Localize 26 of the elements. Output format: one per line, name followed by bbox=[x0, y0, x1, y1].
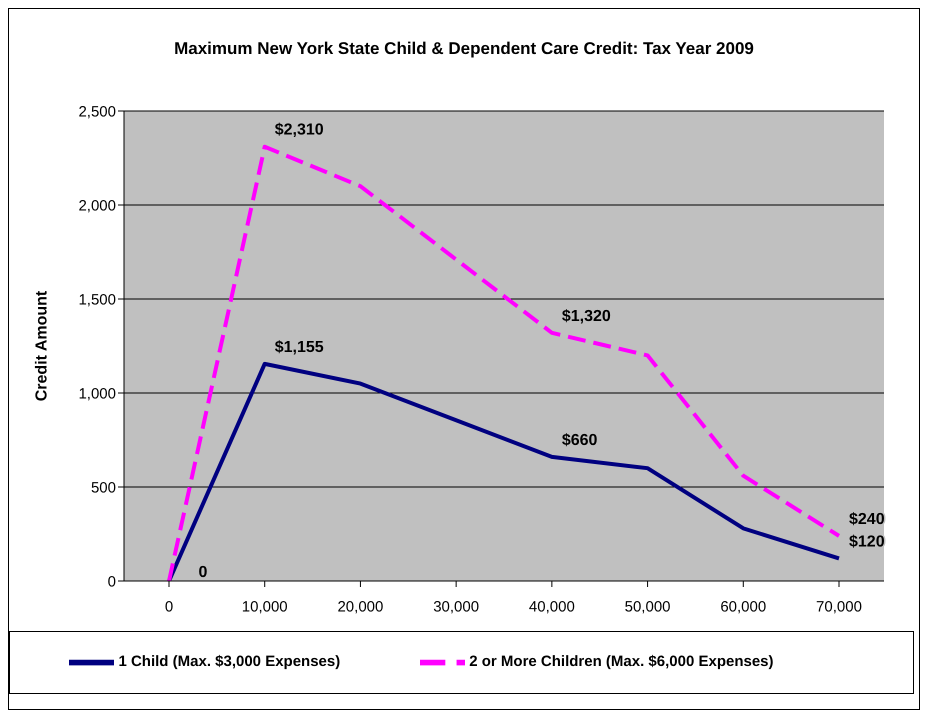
data-label: $1,320 bbox=[562, 308, 611, 325]
y-axis-title: Credit Amount bbox=[34, 290, 51, 402]
x-tick-label: 50,000 bbox=[624, 598, 671, 616]
x-tick-label: 40,000 bbox=[528, 598, 575, 616]
data-label: $1,155 bbox=[274, 338, 324, 356]
y-tick-label: 0 bbox=[108, 573, 116, 590]
line-series bbox=[167, 144, 841, 581]
y-tick-label: 1,500 bbox=[78, 291, 116, 308]
x-tick-label: 10,000 bbox=[242, 598, 288, 616]
data-label: $660 bbox=[562, 432, 598, 449]
chart-title: Maximum New York State Child & Dependent Care Credit: Tax Year 2009 bbox=[173, 39, 755, 59]
data-label: $120 bbox=[849, 533, 885, 550]
x-tick-label: 0 bbox=[164, 598, 174, 616]
y-tick-label: 500 bbox=[90, 479, 116, 496]
data-label: 0 bbox=[198, 564, 208, 581]
legend-label: 2 or More Children (Max. $6,000 Expenses) bbox=[469, 653, 774, 670]
data-label: $240 bbox=[849, 510, 885, 528]
y-tick-label: 2,000 bbox=[78, 197, 116, 214]
y-tick-label: 1,000 bbox=[78, 385, 116, 402]
x-tick-label: 60,000 bbox=[720, 598, 766, 616]
x-tick-label: 20,000 bbox=[337, 598, 384, 616]
x-tick-label: 30,000 bbox=[433, 598, 480, 616]
y-tick-label: 2,500 bbox=[78, 103, 116, 120]
data-label: $2,310 bbox=[274, 122, 324, 139]
legend-label: 1 Child (Max. $3,000 Expenses) bbox=[118, 653, 340, 670]
x-tick-label: 70,000 bbox=[816, 598, 862, 616]
